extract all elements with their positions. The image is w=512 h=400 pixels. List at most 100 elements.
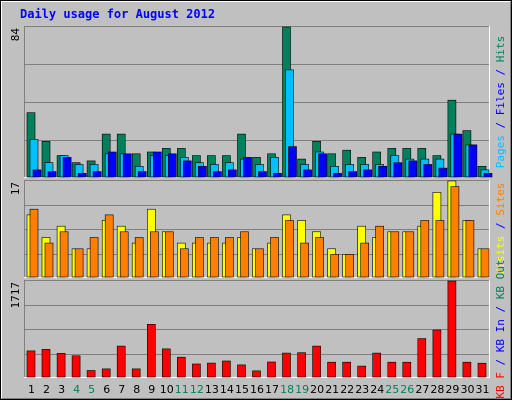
bar-pages-day-12 bbox=[198, 166, 207, 178]
bar-kb-f-day-22 bbox=[342, 361, 352, 378]
bar-kb-f-day-16 bbox=[252, 370, 261, 378]
legend-label-part: / bbox=[494, 216, 507, 236]
bar-sites-day-10 bbox=[165, 231, 174, 278]
x-tick-label-day-12: 12 bbox=[190, 383, 204, 396]
y-max-label: 84 bbox=[9, 28, 22, 42]
legend-label-part: KB F bbox=[494, 372, 507, 399]
bar-kb-f-day-6 bbox=[101, 368, 111, 378]
bar-pages-day-28 bbox=[438, 167, 448, 178]
bar-sites-day-8 bbox=[134, 237, 144, 278]
bar-pages-day-18 bbox=[288, 146, 297, 178]
legend-label-part: / bbox=[494, 62, 507, 82]
bar-pages-day-11 bbox=[183, 160, 192, 178]
bar-kb-f-day-1 bbox=[26, 350, 36, 378]
bar-pages-day-7 bbox=[122, 153, 132, 178]
bar-sites-day-24 bbox=[375, 225, 385, 278]
bar-pages-day-19 bbox=[303, 169, 312, 178]
bar-kb-f-day-11 bbox=[177, 356, 186, 378]
bar-sites-day-21 bbox=[330, 254, 339, 278]
bar-kb-f-day-10 bbox=[162, 348, 171, 378]
legend-label-part: Hits bbox=[494, 36, 507, 63]
bar-pages-day-3 bbox=[62, 157, 72, 178]
bar-sites-day-15 bbox=[240, 231, 249, 278]
x-tick-label-day-21: 21 bbox=[325, 383, 339, 396]
x-tick-label-day-13: 13 bbox=[205, 383, 219, 396]
legend-label-part: KB In bbox=[494, 319, 507, 352]
bar-kb-f-day-26 bbox=[402, 361, 412, 378]
bar-sites-day-9 bbox=[150, 231, 159, 278]
x-tick-label-day-28: 28 bbox=[430, 383, 444, 396]
bar-kb-f-day-13 bbox=[207, 362, 216, 378]
bar-kb-f-day-4 bbox=[71, 355, 81, 378]
bar-sites-day-30 bbox=[465, 220, 475, 278]
x-tick-label-day-19: 19 bbox=[295, 383, 309, 396]
y-max-label: 17 bbox=[9, 182, 22, 195]
bar-kb-f-day-5 bbox=[86, 370, 96, 378]
bar-kb-f-day-27 bbox=[417, 338, 427, 378]
bar-sites-day-13 bbox=[210, 237, 219, 278]
x-tick-label-day-25: 25 bbox=[385, 383, 399, 396]
x-tick-label-day-10: 10 bbox=[160, 383, 174, 396]
bar-kb-f-day-3 bbox=[56, 352, 66, 378]
x-tick-label-day-3: 3 bbox=[58, 383, 65, 396]
chart-title: Daily usage for August 2012 bbox=[20, 7, 215, 21]
bar-sites-day-18 bbox=[285, 220, 294, 278]
bar-kb-f-day-24 bbox=[372, 352, 382, 378]
x-tick-label-day-14: 14 bbox=[220, 383, 234, 396]
bar-sites-day-6 bbox=[104, 214, 114, 278]
x-tick-label-day-7: 7 bbox=[118, 383, 125, 396]
legend-label-part: KB Out bbox=[494, 259, 507, 299]
x-tick-label-day-6: 6 bbox=[103, 383, 110, 396]
bar-pages-day-10 bbox=[168, 153, 177, 178]
bar-kb-f-day-8 bbox=[131, 368, 141, 378]
bar-kb-f-day-19 bbox=[297, 352, 306, 378]
x-tick-label-day-5: 5 bbox=[88, 383, 95, 396]
bar-pages-day-23 bbox=[363, 169, 373, 178]
bar-pages-day-26 bbox=[408, 160, 418, 178]
legend-label-part: Visits bbox=[494, 236, 507, 276]
bar-sites-day-2 bbox=[44, 242, 54, 278]
bar-sites-day-20 bbox=[315, 237, 324, 278]
bar-pages-day-2 bbox=[47, 171, 57, 178]
bar-pages-day-9 bbox=[153, 151, 162, 178]
x-tick-label-day-31: 31 bbox=[476, 383, 490, 396]
bar-pages-day-20 bbox=[318, 153, 327, 178]
bar-pages-day-22 bbox=[348, 171, 358, 178]
bar-kb-f-day-14 bbox=[222, 360, 231, 378]
bar-pages-day-15 bbox=[243, 157, 252, 178]
bar-kb-f-day-18 bbox=[282, 352, 291, 378]
bar-pages-day-17 bbox=[273, 173, 282, 178]
bar-kb-f-day-12 bbox=[192, 363, 201, 378]
x-tick-label-day-1: 1 bbox=[28, 383, 35, 396]
bar-pages-day-27 bbox=[423, 164, 433, 178]
bar-sites-day-4 bbox=[74, 248, 84, 278]
bar-pages-day-1 bbox=[32, 169, 42, 178]
legend-label-part: Sites bbox=[494, 183, 507, 216]
bar-kb-f-day-7 bbox=[116, 345, 126, 378]
bar-sites-day-11 bbox=[180, 248, 189, 278]
bar-pages-day-29 bbox=[453, 133, 463, 178]
bar-pages-day-24 bbox=[378, 166, 388, 178]
bar-sites-day-5 bbox=[89, 237, 99, 278]
legend-label-part: / bbox=[494, 352, 507, 372]
x-tick-label-day-18: 18 bbox=[280, 383, 294, 396]
bar-kb-f-day-30 bbox=[462, 361, 472, 378]
legend-label-part: Files bbox=[494, 82, 507, 115]
x-tick-label-day-4: 4 bbox=[73, 383, 80, 396]
panel-visits-sites: 17 Visits / Sites bbox=[9, 180, 507, 278]
panel-pages-files-hits: 84 Pages / Files / Hits bbox=[9, 26, 507, 178]
bar-kb-f-day-2 bbox=[41, 348, 51, 378]
x-tick-label-day-22: 22 bbox=[340, 383, 354, 396]
bar-kb-f-day-28 bbox=[432, 329, 442, 378]
x-tick-label-day-30: 30 bbox=[461, 383, 475, 396]
x-tick-label-day-17: 17 bbox=[265, 383, 279, 396]
legend-label: KB F / KB In / KB Out bbox=[494, 259, 507, 398]
x-tick-label-day-16: 16 bbox=[250, 383, 264, 396]
x-tick-label-day-2: 2 bbox=[43, 383, 50, 396]
x-tick-label-day-11: 11 bbox=[175, 383, 189, 396]
bar-sites-day-27 bbox=[420, 220, 430, 278]
bar-kb-f-day-23 bbox=[357, 365, 367, 378]
